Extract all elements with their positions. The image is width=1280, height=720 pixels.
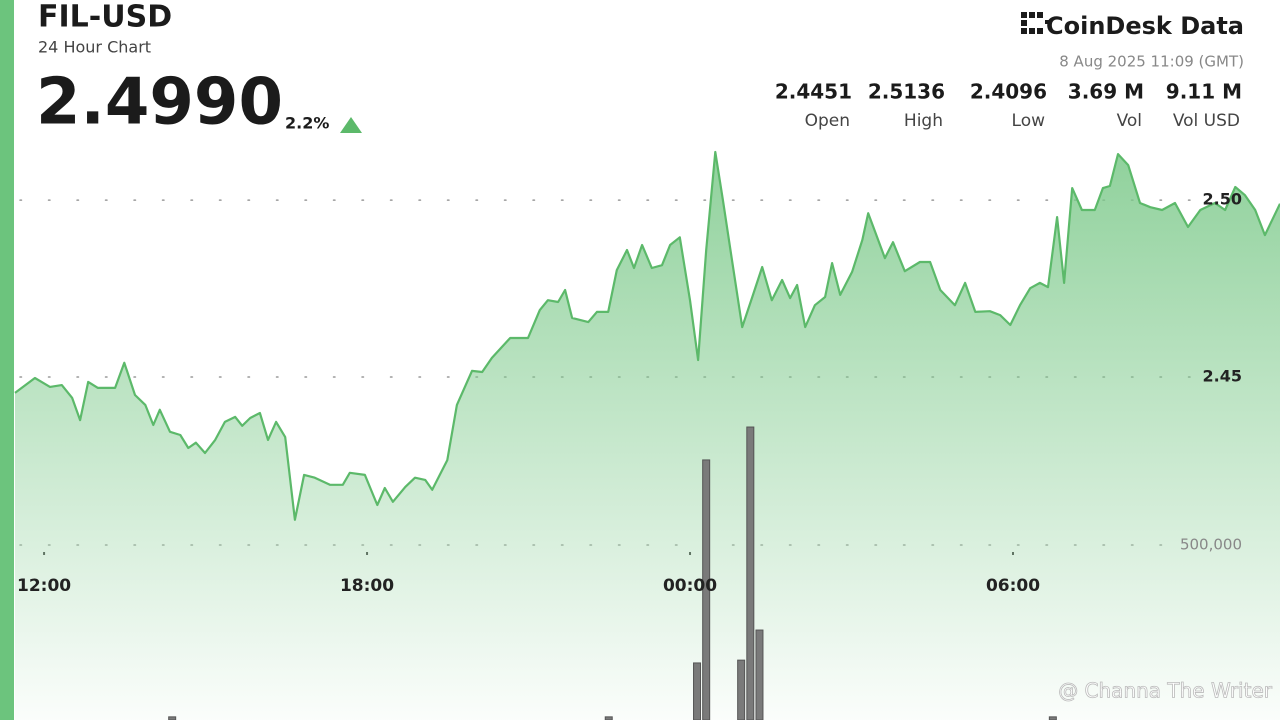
watermark: @ Channa The Writer [1058, 679, 1273, 703]
stat-label: High [904, 111, 943, 131]
price-area [15, 152, 1280, 720]
price: 2.4990 [36, 66, 283, 140]
stat-label: Vol [1117, 111, 1142, 131]
volume-bar [746, 426, 755, 720]
accent-bar [0, 0, 14, 720]
stat-label: Open [805, 111, 850, 131]
y-tick-label: 2.45 [1203, 366, 1242, 385]
up-arrow [340, 117, 362, 133]
stat-value: 9.11 M [1166, 80, 1242, 104]
x-tick-label: 18:00 [340, 576, 394, 596]
x-tick-label: 06:00 [986, 576, 1040, 596]
stat-value: 2.4096 [970, 80, 1047, 104]
stat-value: 3.69 M [1068, 80, 1144, 104]
stat-value: 2.4451 [775, 80, 852, 104]
x-tick-label: 12:00 [17, 576, 71, 596]
stat-label: Vol USD [1173, 111, 1240, 131]
plot-area: 2.50 2.45 500,000 12:00 18:00 00:00 06:00 [14, 150, 1280, 720]
volume-bar [693, 662, 702, 720]
volume-bar [604, 716, 613, 720]
brand-logo [1021, 12, 1049, 34]
axis-labels: 2.50 2.45 500,000 12:00 18:00 00:00 06:00 [17, 190, 1242, 596]
brand: CoinDesk Data [1046, 12, 1244, 40]
pair-title: FIL-USD [38, 0, 172, 35]
price-line [14, 150, 1280, 521]
volume-bar [168, 716, 177, 720]
subtitle: 24 Hour Chart [38, 38, 151, 57]
y-tick-label: 2.50 [1203, 190, 1242, 209]
y2-tick-label: 500,000 [1180, 535, 1242, 553]
volume-bar [702, 459, 711, 720]
series-layer [14, 150, 1280, 720]
stat-value: 2.5136 [868, 80, 945, 104]
timestamp: 8 Aug 2025 11:09 (GMT) [1059, 53, 1244, 71]
stats: 2.4451 Open 2.5136 High 2.4096 Low 3.69 M Vol 9.… [775, 80, 1242, 132]
volume-bar [737, 659, 746, 720]
volume-bar [755, 629, 764, 720]
volume-bar [1048, 716, 1057, 720]
change: 2.2% [285, 114, 329, 133]
stat-label: Low [1012, 111, 1046, 131]
x-tick-label: 00:00 [663, 576, 717, 596]
